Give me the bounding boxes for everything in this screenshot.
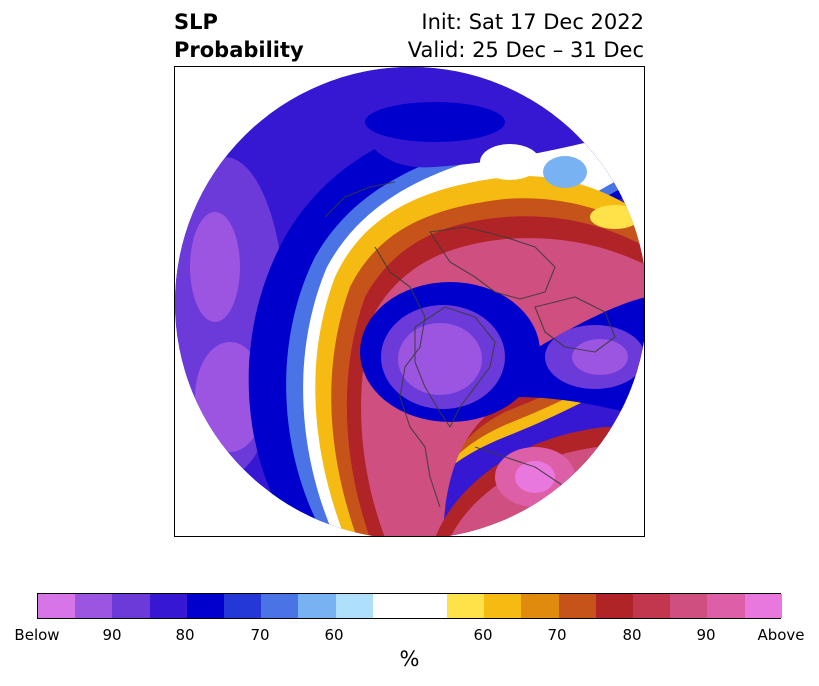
title-right: Init: Sat 17 Dec 2022 Valid: 25 Dec – 31… <box>408 8 644 64</box>
colorbar <box>37 593 782 619</box>
colorbar-tick-label: 70 <box>250 626 270 644</box>
map-panel <box>174 66 645 537</box>
colorbar-segment <box>633 594 671 618</box>
colorbar-segment <box>149 594 187 618</box>
colorbar-tick-label: 80 <box>622 626 642 644</box>
colorbar-tick-label: 60 <box>473 626 493 644</box>
colorbar-segment <box>521 594 559 618</box>
colorbar-segment <box>670 594 708 618</box>
colorbar-tick-label: 60 <box>324 626 344 644</box>
colorbar-ticks: Below 90 80 70 60 60 70 80 90 Above <box>0 626 819 646</box>
title-variable: SLP <box>174 10 218 34</box>
probability-map <box>175 67 644 536</box>
colorbar-segment <box>595 594 634 618</box>
colorbar-tick-label: 90 <box>102 626 122 644</box>
colorbar-segment <box>223 594 262 618</box>
colorbar-segment <box>335 594 373 618</box>
colorbar-segment <box>261 594 299 618</box>
valid-range: Valid: 25 Dec – 31 Dec <box>407 38 644 62</box>
init-date: Init: Sat 17 Dec 2022 <box>421 10 644 34</box>
colorbar-tick-label: 90 <box>696 626 716 644</box>
colorbar-segment <box>186 594 224 618</box>
colorbar-segment <box>447 594 485 618</box>
title-left: SLP Probability <box>174 8 304 64</box>
colorbar-tick-label: Below <box>14 626 60 644</box>
colorbar-segment <box>558 594 596 618</box>
colorbar-segment <box>372 594 448 618</box>
colorbar-segment <box>707 594 745 618</box>
title-type: Probability <box>174 38 304 62</box>
colorbar-tick-label: 80 <box>175 626 195 644</box>
colorbar-segment <box>744 594 782 618</box>
colorbar-tick-label: Above <box>757 626 805 644</box>
colorbar-tick-label: 70 <box>547 626 567 644</box>
colorbar-segment <box>112 594 150 618</box>
colorbar-segment <box>298 594 336 618</box>
colorbar-segment <box>38 594 76 618</box>
colorbar-segment <box>484 594 522 618</box>
colorbar-units-label: % <box>399 647 420 671</box>
colorbar-segment <box>75 594 113 618</box>
